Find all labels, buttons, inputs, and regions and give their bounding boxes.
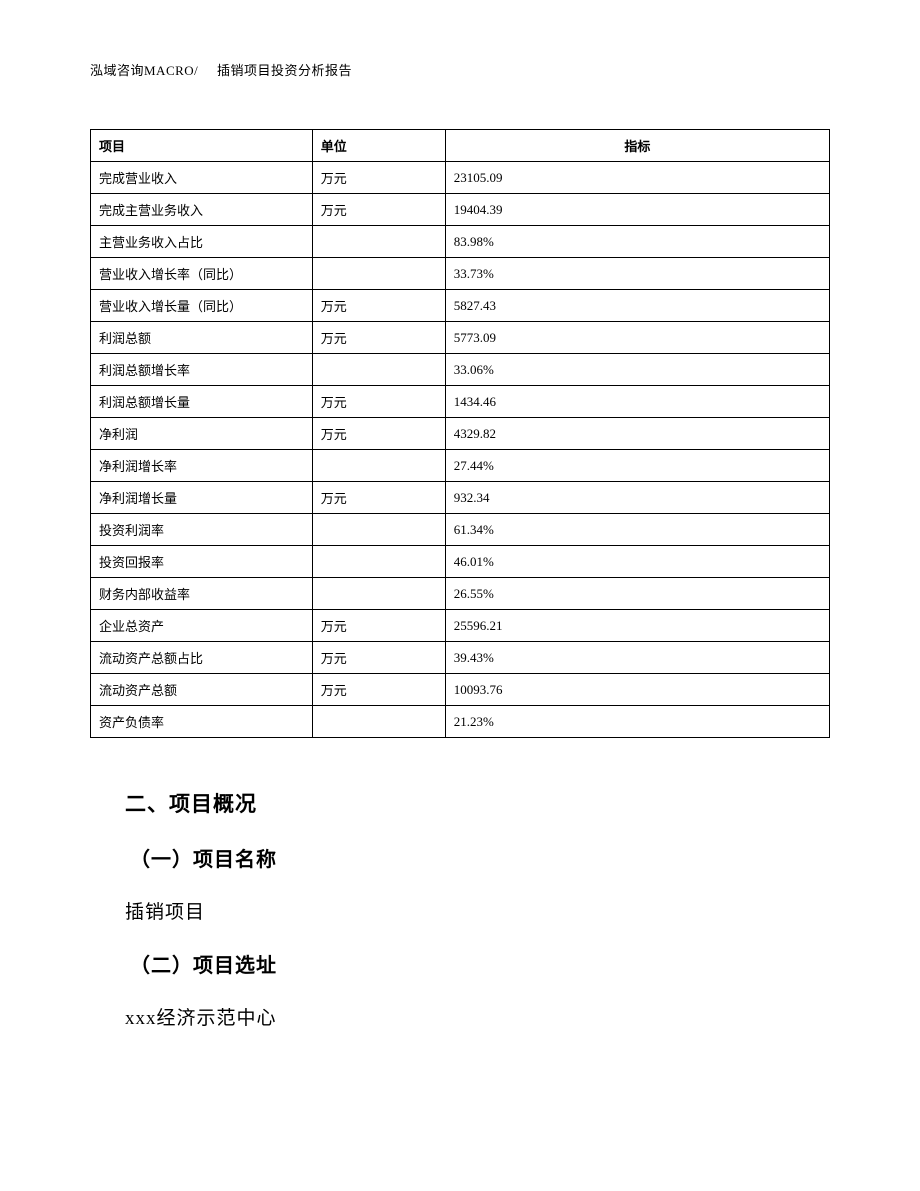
cell-unit: 万元 xyxy=(312,290,445,322)
header-title: 插销项目投资分析报告 xyxy=(217,63,352,78)
cell-indicator: 26.55% xyxy=(445,578,829,610)
page-header: 泓域咨询MACRO/ 插销项目投资分析报告 xyxy=(90,60,830,79)
cell-indicator: 46.01% xyxy=(445,546,829,578)
cell-indicator: 10093.76 xyxy=(445,674,829,706)
cell-unit xyxy=(312,514,445,546)
cell-unit: 万元 xyxy=(312,674,445,706)
cell-item: 投资回报率 xyxy=(91,546,313,578)
cell-item: 完成营业收入 xyxy=(91,162,313,194)
header-company: 泓域咨询MACRO/ xyxy=(90,63,198,78)
col-header-unit: 单位 xyxy=(312,130,445,162)
table-row: 净利润增长率 27.44% xyxy=(91,450,830,482)
cell-item: 营业收入增长量（同比） xyxy=(91,290,313,322)
cell-unit: 万元 xyxy=(312,194,445,226)
cell-indicator: 33.73% xyxy=(445,258,829,290)
table-row: 主营业务收入占比 83.98% xyxy=(91,226,830,258)
cell-item: 投资利润率 xyxy=(91,514,313,546)
table-row: 净利润万元4329.82 xyxy=(91,418,830,450)
cell-item: 财务内部收益率 xyxy=(91,578,313,610)
table-row: 投资利润率 61.34% xyxy=(91,514,830,546)
table-row: 完成主营业务收入万元19404.39 xyxy=(91,194,830,226)
cell-item: 利润总额增长量 xyxy=(91,386,313,418)
cell-item: 流动资产总额占比 xyxy=(91,642,313,674)
cell-unit xyxy=(312,706,445,738)
cell-item: 利润总额 xyxy=(91,322,313,354)
cell-item: 企业总资产 xyxy=(91,610,313,642)
content-section: 二、项目概况 （一）项目名称 插销项目 （二）项目选址 xxx经济示范中心 xyxy=(90,788,830,1030)
table-head: 项目 单位 指标 xyxy=(91,130,830,162)
cell-indicator: 83.98% xyxy=(445,226,829,258)
table-body: 完成营业收入万元23105.09完成主营业务收入万元19404.39主营业务收入… xyxy=(91,162,830,738)
table-header-row: 项目 单位 指标 xyxy=(91,130,830,162)
cell-unit: 万元 xyxy=(312,642,445,674)
cell-unit xyxy=(312,546,445,578)
name-heading: （一）项目名称 xyxy=(125,843,830,872)
table-row: 流动资产总额万元10093.76 xyxy=(91,674,830,706)
cell-unit: 万元 xyxy=(312,322,445,354)
cell-item: 营业收入增长率（同比） xyxy=(91,258,313,290)
cell-indicator: 1434.46 xyxy=(445,386,829,418)
table-row: 资产负债率 21.23% xyxy=(91,706,830,738)
cell-unit xyxy=(312,450,445,482)
cell-unit xyxy=(312,354,445,386)
name-text: 插销项目 xyxy=(125,897,830,924)
cell-unit xyxy=(312,258,445,290)
table-row: 完成营业收入万元23105.09 xyxy=(91,162,830,194)
cell-indicator: 33.06% xyxy=(445,354,829,386)
cell-indicator: 23105.09 xyxy=(445,162,829,194)
cell-item: 完成主营业务收入 xyxy=(91,194,313,226)
location-heading: （二）项目选址 xyxy=(125,949,830,978)
page-container: 泓域咨询MACRO/ 插销项目投资分析报告 项目 单位 指标 完成营业收入万元2… xyxy=(0,0,920,1115)
financial-table: 项目 单位 指标 完成营业收入万元23105.09完成主营业务收入万元19404… xyxy=(90,129,830,738)
table-row: 企业总资产万元25596.21 xyxy=(91,610,830,642)
cell-unit xyxy=(312,226,445,258)
cell-unit: 万元 xyxy=(312,482,445,514)
cell-unit xyxy=(312,578,445,610)
cell-indicator: 25596.21 xyxy=(445,610,829,642)
location-text: xxx经济示范中心 xyxy=(125,1003,830,1030)
table-row: 营业收入增长率（同比） 33.73% xyxy=(91,258,830,290)
cell-item: 资产负债率 xyxy=(91,706,313,738)
cell-indicator: 5827.43 xyxy=(445,290,829,322)
cell-item: 利润总额增长率 xyxy=(91,354,313,386)
cell-item: 流动资产总额 xyxy=(91,674,313,706)
col-header-item: 项目 xyxy=(91,130,313,162)
cell-unit: 万元 xyxy=(312,386,445,418)
cell-indicator: 932.34 xyxy=(445,482,829,514)
col-header-indicator: 指标 xyxy=(445,130,829,162)
table-row: 利润总额万元5773.09 xyxy=(91,322,830,354)
table-row: 流动资产总额占比万元39.43% xyxy=(91,642,830,674)
cell-item: 净利润增长率 xyxy=(91,450,313,482)
cell-indicator: 27.44% xyxy=(445,450,829,482)
cell-indicator: 21.23% xyxy=(445,706,829,738)
cell-indicator: 5773.09 xyxy=(445,322,829,354)
overview-heading: 二、项目概况 xyxy=(125,788,830,818)
table-row: 营业收入增长量（同比）万元5827.43 xyxy=(91,290,830,322)
cell-item: 净利润增长量 xyxy=(91,482,313,514)
table-row: 利润总额增长率 33.06% xyxy=(91,354,830,386)
cell-unit: 万元 xyxy=(312,610,445,642)
cell-indicator: 61.34% xyxy=(445,514,829,546)
cell-indicator: 4329.82 xyxy=(445,418,829,450)
cell-unit: 万元 xyxy=(312,162,445,194)
cell-unit: 万元 xyxy=(312,418,445,450)
cell-item: 主营业务收入占比 xyxy=(91,226,313,258)
cell-indicator: 39.43% xyxy=(445,642,829,674)
table-row: 投资回报率 46.01% xyxy=(91,546,830,578)
header-spacer xyxy=(202,63,213,78)
cell-item: 净利润 xyxy=(91,418,313,450)
table-row: 利润总额增长量万元1434.46 xyxy=(91,386,830,418)
table-row: 净利润增长量万元932.34 xyxy=(91,482,830,514)
table-row: 财务内部收益率 26.55% xyxy=(91,578,830,610)
cell-indicator: 19404.39 xyxy=(445,194,829,226)
